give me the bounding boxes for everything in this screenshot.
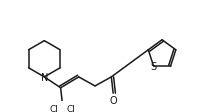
Text: O: O (109, 95, 117, 105)
Text: S: S (151, 61, 157, 71)
Text: N: N (41, 72, 48, 82)
Text: Cl: Cl (66, 104, 75, 112)
Text: Cl: Cl (50, 104, 59, 112)
